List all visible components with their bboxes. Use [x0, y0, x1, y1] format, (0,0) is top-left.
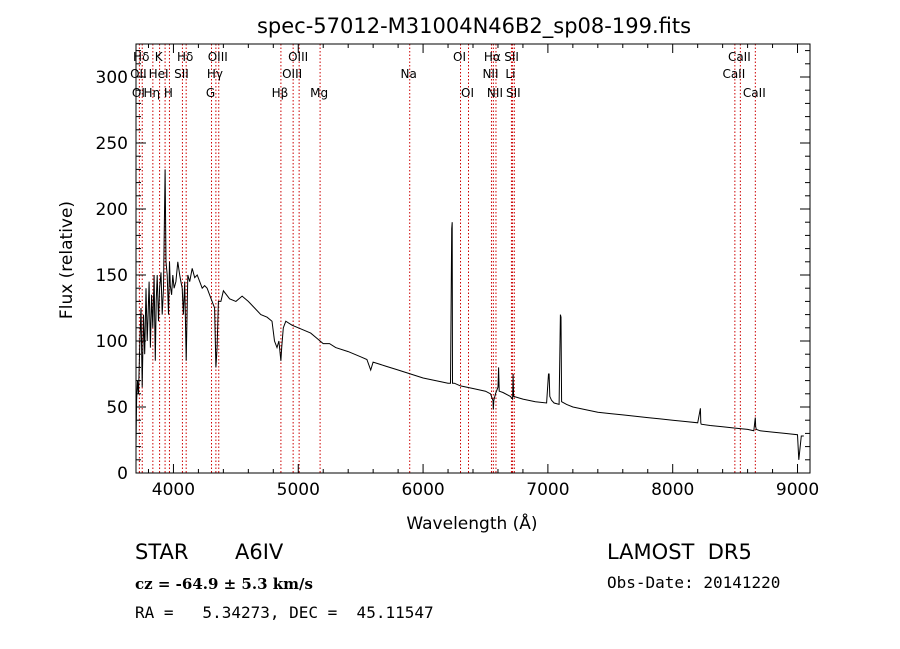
x-tick-label: 6000	[401, 480, 444, 500]
line-label: K	[155, 50, 164, 64]
survey-name: LAMOST DR5	[607, 540, 752, 564]
y-tick-label: 200	[96, 200, 128, 220]
y-axis-label: Flux (relative)	[57, 201, 77, 319]
line-label: Li	[505, 67, 515, 81]
spectrum-line	[135, 169, 804, 460]
x-tick-label: 7000	[526, 480, 569, 500]
x-tick-label: 4000	[152, 480, 195, 500]
spectral-line-markers	[138, 44, 756, 473]
line-label: H	[164, 86, 173, 100]
y-tick-label: 0	[117, 464, 128, 484]
coordinates: RA = 5.34273, DEC = 45.11547	[135, 603, 434, 622]
line-label: CaII	[743, 86, 766, 100]
y-tick-label: 250	[96, 134, 128, 154]
x-tick-label: 5000	[277, 480, 320, 500]
line-label: OIII	[288, 50, 308, 64]
line-label: Hα	[484, 50, 501, 64]
line-label: OIII	[208, 50, 228, 64]
line-label: Hη	[144, 86, 161, 100]
line-label: Hβ	[272, 86, 289, 100]
chart-title: spec-57012-M31004N46B2_sp08-199.fits	[257, 14, 691, 39]
x-tick-label: 8000	[651, 480, 694, 500]
line-label: OIII	[282, 67, 302, 81]
x-tick-label: 9000	[776, 480, 819, 500]
y-tick-label: 300	[96, 68, 128, 88]
radial-velocity: cz = -64.9 ± 5.3 km/s	[135, 575, 313, 593]
line-label: OII	[130, 67, 147, 81]
line-label: SII	[504, 50, 519, 64]
plot-frame	[135, 43, 811, 474]
line-label: Na	[401, 67, 417, 81]
line-label: Mg	[310, 86, 328, 100]
x-axis-label: Wavelength (Å)	[406, 512, 537, 534]
line-label: OI	[461, 86, 474, 100]
line-label: OI	[132, 86, 145, 100]
line-label: HeI	[149, 67, 169, 81]
y-axis-ticks: 0 50 100 150 200 250 300	[96, 50, 810, 484]
line-label: Hδ	[133, 50, 149, 64]
y-tick-label: 150	[96, 266, 128, 286]
line-label: CaII	[722, 67, 745, 81]
line-label: Hγ	[207, 67, 223, 81]
line-label: NII	[487, 86, 503, 100]
line-label: CaII	[728, 50, 751, 64]
y-tick-label: 50	[106, 398, 128, 418]
line-label: Hδ	[177, 50, 193, 64]
line-label: OI	[453, 50, 466, 64]
object-class: STAR	[135, 540, 189, 564]
line-label: G	[206, 86, 215, 100]
line-label: SII	[174, 67, 189, 81]
line-label: SII	[506, 86, 521, 100]
x-axis-ticks: 4000 5000 6000 7000 8000 9000	[147, 44, 819, 500]
observation-date: Obs-Date: 20141220	[607, 573, 781, 592]
spectral-subclass: A6IV	[235, 540, 284, 564]
line-label: NII	[482, 67, 498, 81]
y-tick-label: 100	[96, 332, 128, 352]
